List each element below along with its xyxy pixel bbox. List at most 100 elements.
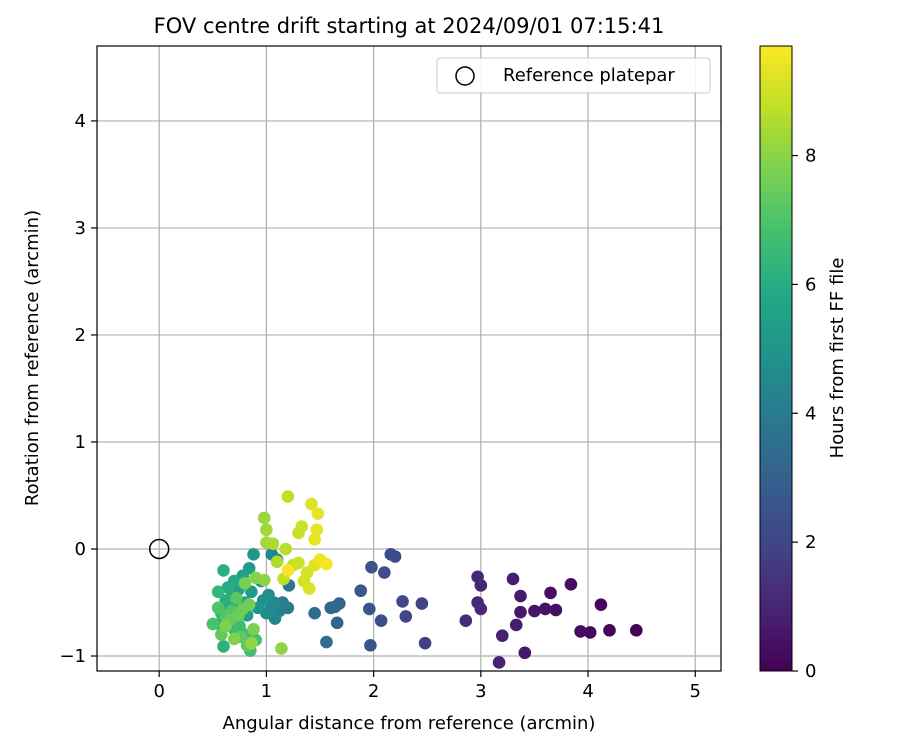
data-point — [514, 605, 527, 619]
x-tick-label: 4 — [582, 681, 593, 702]
reference-marker-layer — [148, 538, 170, 560]
grid-lines — [97, 46, 721, 671]
colorbar-tick-label: 2 — [805, 532, 816, 553]
data-point — [281, 564, 295, 577]
data-point — [302, 582, 316, 595]
data-point — [206, 617, 220, 631]
data-point — [418, 636, 432, 650]
colorbar-tick-label: 0 — [805, 661, 816, 682]
data-point — [396, 595, 409, 608]
colorbar-gradient — [759, 45, 793, 672]
data-point — [227, 632, 241, 646]
data-point — [354, 584, 368, 598]
data-point — [538, 602, 552, 616]
data-point — [603, 624, 616, 637]
data-point — [492, 656, 506, 669]
data-point — [374, 614, 388, 628]
data-point — [270, 555, 284, 569]
data-point — [506, 572, 520, 586]
data-point — [295, 520, 309, 533]
data-point — [221, 581, 235, 594]
data-point — [518, 646, 532, 660]
data-point — [549, 603, 563, 617]
data-point — [495, 629, 509, 642]
x-tick-label: 0 — [153, 681, 164, 702]
data-point — [242, 598, 256, 611]
data-point — [245, 636, 258, 650]
data-point — [275, 642, 288, 655]
data-point — [324, 601, 338, 615]
x-tick-label: 2 — [368, 681, 379, 702]
colorbar-tick-label: 4 — [805, 403, 816, 424]
data-point — [292, 556, 305, 570]
x-tick-label: 3 — [475, 681, 486, 702]
data-point — [260, 523, 273, 537]
data-point — [308, 606, 321, 620]
y-tick-label: 0 — [75, 539, 86, 560]
x-tick-label: 5 — [690, 681, 701, 702]
legend-box — [436, 57, 711, 94]
data-point — [471, 570, 484, 584]
data-point — [583, 626, 597, 639]
y-tick-label: 4 — [75, 111, 86, 132]
data-point — [364, 639, 377, 652]
data-point — [305, 497, 318, 511]
data-point — [378, 566, 391, 579]
chart-title: FOV centre drift starting at 2024/09/01 … — [154, 14, 665, 38]
plot-frame — [96, 45, 722, 672]
data-point — [217, 640, 230, 653]
data-point — [528, 604, 541, 618]
legend-marker — [455, 66, 475, 86]
colorbar-tick-label: 6 — [805, 274, 816, 295]
colorbar-label: Hours from first FF file — [827, 258, 848, 459]
data-point — [384, 548, 398, 561]
data-point — [230, 591, 243, 605]
y-ticks: −1 0 1 2 3 4 — [59, 111, 97, 667]
colorbar: 0 2 4 6 8 Hours from first FF file — [759, 45, 848, 682]
y-axis-label: Rotation from reference (arcmin) — [22, 210, 43, 506]
reference-platepar-marker — [148, 538, 170, 560]
colorbar-ticks: 0 2 4 6 8 — [792, 146, 816, 682]
colorbar-tick-label: 8 — [805, 146, 816, 167]
data-point — [363, 602, 376, 616]
data-point — [310, 523, 324, 537]
data-point — [279, 542, 293, 556]
data-point — [594, 598, 608, 611]
data-points — [206, 490, 643, 669]
y-tick-label: −1 — [59, 646, 86, 667]
data-point — [564, 578, 578, 591]
data-point — [219, 619, 232, 633]
data-point — [308, 533, 321, 546]
data-point — [238, 576, 252, 590]
data-point — [459, 614, 473, 628]
data-point — [247, 548, 260, 561]
data-point — [211, 585, 225, 599]
x-axis-label: Angular distance from reference (arcmin) — [223, 713, 596, 734]
data-point — [574, 625, 587, 638]
data-point — [415, 597, 429, 610]
y-tick-label: 2 — [75, 325, 86, 346]
data-point — [257, 573, 271, 587]
data-point — [629, 624, 643, 637]
legend-entry-reference-platepar: Reference platepar — [503, 65, 675, 86]
data-point — [509, 618, 523, 632]
data-point — [257, 511, 271, 525]
legend: Reference platepar — [436, 57, 711, 94]
y-tick-label: 1 — [75, 432, 86, 453]
data-point — [266, 537, 280, 550]
data-point — [330, 616, 344, 630]
data-point — [320, 557, 333, 571]
data-point — [471, 596, 484, 609]
data-point — [217, 564, 230, 577]
data-point — [245, 585, 258, 599]
data-point — [544, 586, 557, 600]
y-tick-label: 3 — [75, 218, 86, 239]
data-point — [320, 635, 333, 649]
data-point — [365, 560, 378, 574]
x-tick-label: 1 — [261, 681, 272, 702]
x-ticks: 0 1 2 3 4 5 — [153, 671, 701, 702]
data-point — [399, 610, 413, 623]
data-point — [281, 490, 295, 503]
data-point — [247, 622, 260, 636]
